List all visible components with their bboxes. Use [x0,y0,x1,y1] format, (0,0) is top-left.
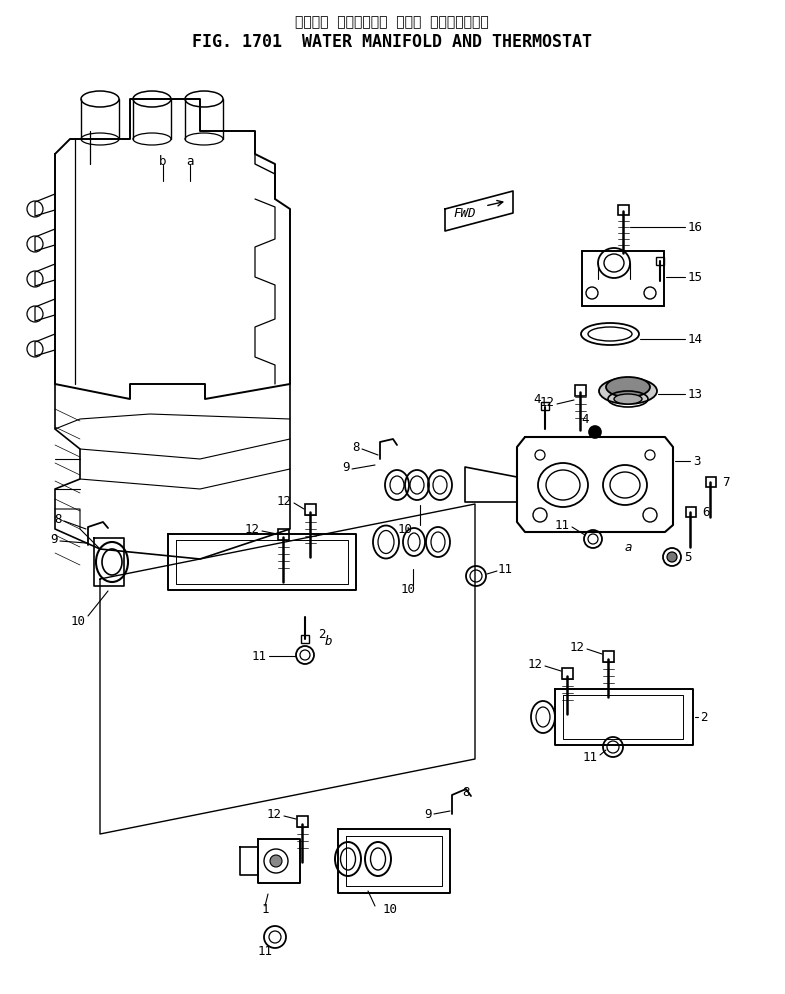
Bar [575,386,586,397]
Circle shape [589,426,601,438]
Text: 12: 12 [267,808,282,821]
Text: FIG. 1701  WATER MANIFOLD AND THERMOSTAT: FIG. 1701 WATER MANIFOLD AND THERMOSTAT [192,33,592,51]
Bar [301,635,309,643]
Text: 9: 9 [50,533,58,546]
Bar [297,816,308,827]
Ellipse shape [614,395,642,405]
Text: 13: 13 [688,388,703,402]
Text: 6: 6 [702,506,710,519]
Text: 3: 3 [693,455,700,468]
Text: 2: 2 [318,628,326,641]
Bar [706,477,716,487]
Text: 7: 7 [722,476,729,489]
Text: 11: 11 [583,750,598,763]
Text: a: a [186,155,194,168]
Text: 1: 1 [261,903,268,915]
Bar [278,530,289,541]
Text: 10: 10 [400,582,415,595]
Text: 10: 10 [71,615,86,628]
Ellipse shape [606,378,650,398]
Bar [305,505,316,516]
Text: 12: 12 [277,495,292,508]
Text: 9: 9 [342,461,350,474]
Bar [656,257,664,265]
Text: 12: 12 [245,523,260,536]
Text: 11: 11 [498,563,513,576]
Circle shape [667,553,677,563]
Text: 15: 15 [688,271,703,284]
Text: 10: 10 [397,523,412,536]
Bar [562,668,573,679]
Ellipse shape [599,379,657,405]
Bar [686,508,696,518]
Text: 12: 12 [570,641,585,654]
Text: 12: 12 [540,396,555,410]
Text: b: b [159,155,166,168]
Text: 12: 12 [528,658,543,671]
Text: 10: 10 [382,903,397,915]
Text: 2: 2 [700,711,707,724]
Text: 11: 11 [257,944,272,957]
Text: 5: 5 [684,551,692,564]
Bar [618,206,629,216]
Circle shape [270,855,282,867]
Text: 9: 9 [425,808,432,821]
Text: 4: 4 [581,414,589,426]
Text: ウォータ  マニホールド  および  サーモスタット: ウォータ マニホールド および サーモスタット [295,15,489,29]
Text: 14: 14 [688,333,703,346]
Bar [541,403,549,411]
Text: 11: 11 [252,650,267,663]
Bar [582,251,664,307]
Text: 16: 16 [688,222,703,235]
Text: 4: 4 [533,393,541,407]
Text: a: a [625,541,633,554]
Bar [603,651,614,662]
Text: b: b [325,635,333,648]
Text: 8: 8 [54,513,62,526]
Text: 11: 11 [555,519,570,532]
Text: 8: 8 [352,441,360,454]
Text: 8: 8 [462,785,469,799]
Text: FWD: FWD [453,208,476,221]
